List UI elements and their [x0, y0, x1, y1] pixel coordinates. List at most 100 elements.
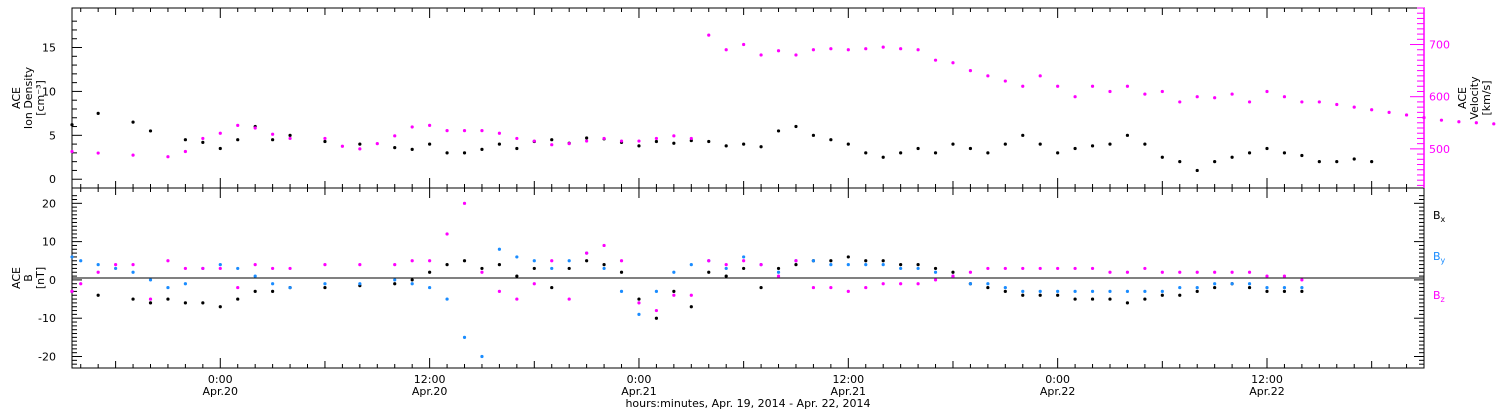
bz-point — [689, 293, 693, 297]
bz-point — [794, 259, 798, 263]
by-point — [811, 259, 816, 263]
by-point — [619, 289, 624, 294]
by-point — [550, 266, 554, 271]
velocity-point — [271, 132, 275, 136]
bx-point — [131, 297, 135, 301]
bx-point — [410, 278, 414, 282]
top-left-ylabel-2: Ion Density — [22, 66, 35, 129]
bz-point — [811, 285, 816, 290]
bz-point — [358, 262, 362, 267]
by-point — [1178, 285, 1182, 290]
by-point — [1230, 282, 1234, 286]
velocity-point — [323, 136, 327, 141]
density-point — [1230, 155, 1234, 159]
velocity-point — [236, 123, 240, 127]
bx-point — [183, 301, 187, 305]
bz-point — [550, 259, 554, 263]
by-point — [462, 335, 467, 339]
velocity-point — [794, 53, 798, 57]
bz-point — [497, 289, 502, 294]
velocity-point — [550, 143, 554, 147]
bx-point — [1073, 297, 1077, 301]
velocity-point — [742, 42, 746, 47]
density-point — [1247, 151, 1252, 155]
density-point — [1282, 151, 1287, 155]
bx-point — [846, 255, 850, 259]
bz-point — [410, 259, 414, 263]
bx-point — [96, 293, 100, 297]
velocity-point — [585, 139, 589, 143]
bz-point — [1230, 270, 1234, 274]
bx-point — [323, 285, 327, 290]
by-point — [236, 266, 240, 271]
velocity-point — [532, 139, 536, 143]
chart-marks — [70, 33, 1496, 359]
bx-point — [1213, 285, 1217, 290]
by-point — [480, 354, 484, 359]
density-point — [1265, 146, 1269, 151]
velocity-point — [759, 53, 763, 57]
bx-point — [428, 270, 432, 274]
bz-point — [480, 270, 484, 274]
legend-bz: Bz — [1433, 289, 1445, 304]
bx-point — [585, 259, 589, 263]
velocity-point — [1160, 89, 1164, 94]
velocity-point — [1021, 84, 1025, 88]
axis-ticks — [72, 7, 1425, 368]
velocity-point — [968, 69, 973, 73]
density-point — [742, 142, 746, 146]
density-point — [480, 147, 484, 151]
top-left-ylabel-3: [cm⁻³] — [34, 80, 47, 116]
by-point — [166, 285, 170, 290]
bz-point — [114, 262, 118, 267]
top-right-ylabel-3: [km/s] — [1480, 80, 1493, 115]
by-point — [96, 262, 100, 267]
velocity-point — [1300, 100, 1304, 104]
by-point — [410, 282, 414, 286]
top-right-ylabel-1: ACE — [1456, 87, 1469, 109]
density-point — [707, 139, 711, 144]
bz-point — [79, 282, 83, 286]
bz-point — [218, 266, 222, 271]
bz-point — [131, 262, 135, 267]
density-point — [183, 138, 187, 142]
by-point — [218, 262, 222, 267]
by-point — [445, 297, 449, 301]
bx-point — [707, 270, 711, 274]
bz-point — [323, 262, 327, 267]
density-point — [1195, 168, 1199, 173]
bz-point — [968, 270, 973, 274]
density-point — [916, 146, 920, 151]
density-point — [445, 151, 449, 155]
velocity-point — [393, 134, 397, 138]
by-point — [916, 266, 920, 271]
bx-point — [759, 285, 763, 290]
bz-point — [253, 262, 257, 267]
bz-point — [1282, 274, 1287, 278]
by-point — [1108, 289, 1112, 294]
bx-point — [253, 289, 257, 294]
bx-point — [236, 297, 240, 301]
density-point — [218, 146, 222, 151]
y-tick-label-velocity: 700 — [1429, 39, 1450, 52]
density-point — [1317, 160, 1321, 164]
by-point — [968, 282, 973, 286]
bx-point — [724, 274, 728, 278]
bz-point — [288, 266, 292, 271]
bx-point — [1300, 289, 1304, 294]
bz-point — [96, 270, 100, 274]
by-point — [1265, 285, 1269, 290]
by-point — [724, 266, 728, 271]
velocity-point — [1335, 102, 1339, 107]
y-tick-label-density: 15 — [42, 42, 56, 55]
bz-point — [1178, 270, 1182, 274]
bz-point — [951, 274, 955, 278]
bx-point — [148, 301, 153, 305]
by-point — [393, 278, 397, 282]
by-point — [602, 266, 606, 271]
by-point — [899, 266, 903, 271]
x-tick-label-time: 12:00 — [832, 373, 864, 386]
velocity-point — [864, 47, 868, 51]
bx-point — [532, 266, 536, 271]
bx-point — [899, 262, 903, 267]
